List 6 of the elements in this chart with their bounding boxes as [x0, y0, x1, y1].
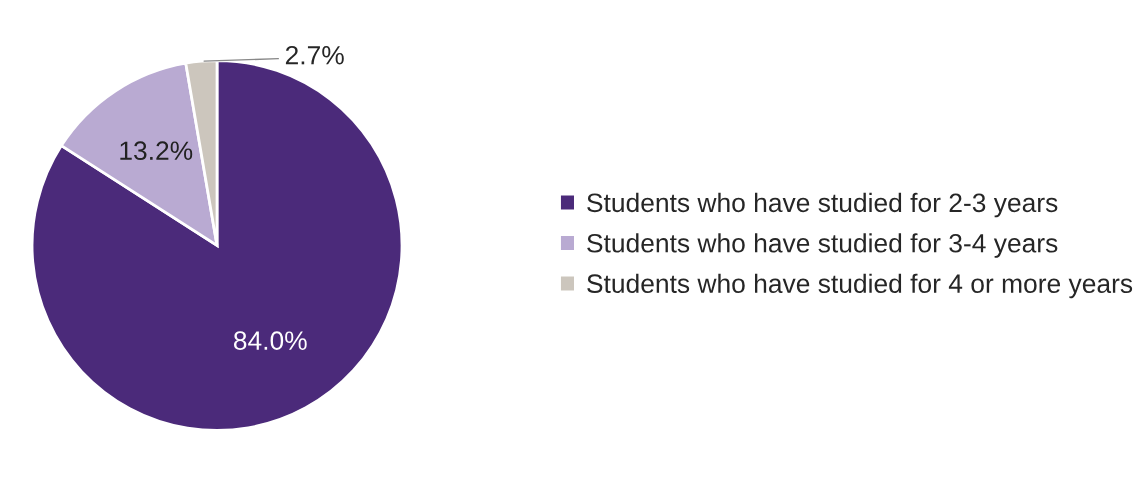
- data-label: 2.7%: [285, 45, 344, 65]
- legend-label: Students who have studied for 4 or more years: [587, 273, 1133, 299]
- data-label: 84.0%: [233, 331, 307, 350]
- legend-label: Students who have studied for 3-4 years: [587, 233, 1058, 258]
- legend-label: Students who have studied for 2-3 years: [587, 192, 1058, 218]
- data-label: 13.2%: [120, 141, 193, 161]
